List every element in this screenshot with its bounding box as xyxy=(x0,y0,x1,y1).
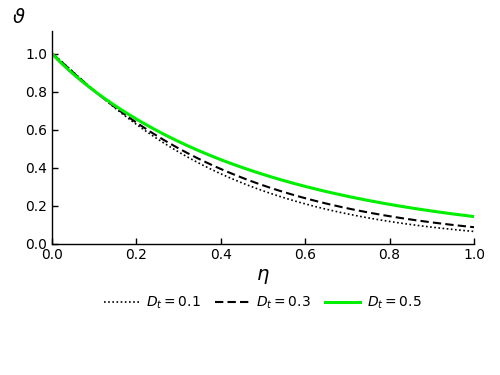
$D_t = 0.5$ xyxy=(49,51,55,56)
$D_t = 0.1$ xyxy=(278,194,283,199)
$D_t = 0.3$ xyxy=(471,225,477,230)
X-axis label: η: η xyxy=(257,265,269,284)
$D_t = 0.5$ xyxy=(300,184,306,188)
$D_t = 0.3$ xyxy=(252,180,258,185)
$D_t = 0.5$ xyxy=(252,170,258,174)
Line: $D_t = 0.3$: $D_t = 0.3$ xyxy=(52,54,474,227)
$D_t = 0.5$ xyxy=(461,213,467,217)
$D_t = 0.1$ xyxy=(471,229,477,234)
$D_t = 0.1$ xyxy=(461,228,467,233)
$D_t = 0.5$ xyxy=(471,214,477,219)
$D_t = 0.3$ xyxy=(395,215,401,220)
$D_t = 0.3$ xyxy=(300,195,306,200)
$D_t = 0.1$ xyxy=(250,185,256,189)
$D_t = 0.1$ xyxy=(300,201,306,206)
Line: $D_t = 0.1$: $D_t = 0.1$ xyxy=(52,54,474,231)
$D_t = 0.3$ xyxy=(49,51,55,56)
Y-axis label: ϑ: ϑ xyxy=(12,8,24,27)
$D_t = 0.1$ xyxy=(395,220,401,225)
$D_t = 0.1$ xyxy=(49,51,55,56)
$D_t = 0.3$ xyxy=(278,189,283,193)
$D_t = 0.5$ xyxy=(278,177,283,182)
$D_t = 0.3$ xyxy=(461,224,467,228)
$D_t = 0.3$ xyxy=(250,179,256,184)
Line: $D_t = 0.5$: $D_t = 0.5$ xyxy=(52,54,474,217)
$D_t = 0.5$ xyxy=(250,169,256,173)
Legend: $D_t = 0.1$, $D_t = 0.3$, $D_t = 0.5$: $D_t = 0.1$, $D_t = 0.3$, $D_t = 0.5$ xyxy=(99,289,427,316)
$D_t = 0.1$ xyxy=(252,186,258,190)
$D_t = 0.5$ xyxy=(395,204,401,208)
